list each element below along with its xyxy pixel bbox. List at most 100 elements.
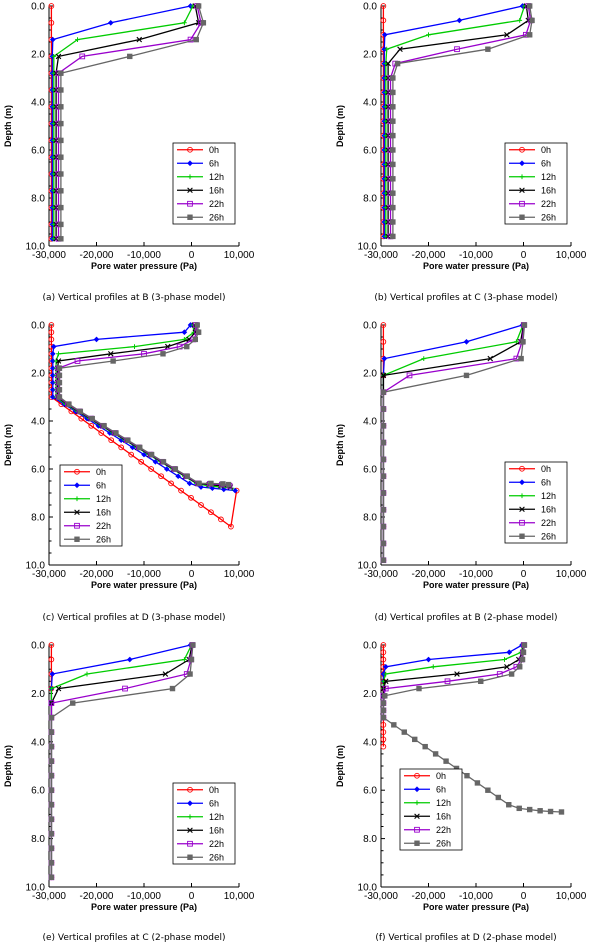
data-point-26h	[137, 444, 143, 451]
data-point-12h	[84, 671, 90, 677]
data-point-26h	[380, 490, 387, 496]
data-point-22h	[74, 358, 81, 364]
legend: 0h 6h 12h 16h 22h 26h	[59, 464, 123, 547]
x-tick-label: -10,000	[127, 891, 161, 902]
data-point-26h	[56, 394, 63, 400]
series-22h	[380, 322, 527, 564]
data-point-26h	[390, 104, 396, 110]
data-point-0h	[380, 17, 387, 24]
data-point-0h	[48, 3, 55, 9]
legend-label-16h: 16h	[436, 811, 451, 821]
data-point-26h	[422, 743, 428, 750]
data-point-26h	[195, 3, 202, 9]
data-point-26h	[390, 233, 396, 240]
data-point-26h	[390, 89, 396, 96]
data-point-26h	[380, 456, 387, 463]
legend-label-6h: 6h	[436, 784, 446, 794]
panel-caption: (d) Vertical profiles at B (2-phase mode…	[374, 613, 557, 623]
data-point-26h	[58, 171, 64, 177]
series-line-6h	[382, 644, 523, 718]
legend-label-26h: 26h	[96, 534, 111, 544]
data-point-26h	[380, 714, 387, 721]
data-point-26h	[48, 714, 55, 721]
data-point-26h	[526, 32, 533, 38]
data-point-0h	[148, 466, 154, 472]
series-line-6h	[51, 5, 191, 239]
series-6h	[380, 322, 526, 564]
data-point-26h	[380, 700, 387, 706]
data-point-26h	[474, 780, 481, 786]
chart-panel-1: -30,000 -20,000 -10,000 0 10,000 0.0 2.0 4.0 6.0…	[3, 2, 255, 304]
data-point-26h	[101, 423, 107, 429]
legend-label-16h: 16h	[209, 825, 224, 835]
data-point-26h	[89, 415, 95, 422]
data-point-0h	[380, 642, 387, 648]
data-point-26h	[390, 118, 396, 124]
data-point-26h	[127, 53, 133, 60]
data-point-26h	[380, 540, 387, 547]
data-point-26h	[529, 17, 535, 24]
y-tick-label: 2.0	[363, 369, 377, 380]
legend-label-22h: 22h	[96, 521, 111, 531]
x-tick-label: 10,000	[224, 569, 255, 580]
data-point-6h	[49, 36, 56, 43]
legend-marker-6h	[187, 160, 193, 167]
y-tick-label: 6.0	[363, 786, 377, 797]
data-point-0h	[48, 19, 55, 26]
data-point-26h	[58, 154, 64, 160]
data-point-26h	[58, 236, 64, 242]
legend-marker-26h	[519, 214, 525, 220]
data-point-26h	[506, 802, 512, 808]
series-26h	[390, 3, 535, 240]
data-point-26h	[394, 60, 401, 67]
data-point-0h	[78, 415, 85, 422]
legend-marker-0h	[519, 146, 525, 153]
data-point-26h	[390, 147, 396, 153]
legend-marker-16h	[519, 187, 525, 194]
data-point-22h	[187, 36, 194, 43]
data-point-26h	[390, 204, 396, 211]
legend-label-22h: 22h	[209, 839, 224, 849]
legend-marker-16h	[414, 813, 420, 820]
data-point-26h	[58, 221, 64, 228]
data-point-16h	[55, 358, 62, 364]
data-point-6h	[381, 355, 388, 362]
y-tick-label: 0.0	[363, 2, 377, 13]
legend-marker-22h	[519, 200, 525, 207]
legend-marker-22h	[187, 200, 193, 207]
data-point-26h	[48, 860, 55, 866]
legend: 0h 6h 12h 16h 22h 26h	[172, 142, 236, 225]
x-tick-label: -10,000	[459, 569, 493, 580]
data-point-6h	[463, 338, 470, 345]
x-tick-label: -20,000	[80, 891, 114, 902]
series-line-12h	[53, 5, 194, 239]
legend-label-12h: 12h	[209, 172, 224, 182]
legend-label-12h: 12h	[96, 494, 111, 504]
data-point-0h	[48, 336, 55, 343]
legend-marker-22h	[74, 522, 80, 529]
series-12h	[48, 642, 194, 880]
x-tick-label: -10,000	[459, 250, 493, 261]
y-tick-label: 10.0	[26, 561, 46, 572]
y-tick-label: 0.0	[363, 321, 377, 332]
legend-label-6h: 6h	[541, 477, 551, 487]
y-axis-title: Depth (m)	[335, 424, 345, 466]
panel-caption: (f) Vertical profiles at D (2-phase mode…	[375, 933, 556, 943]
series-line-6h	[383, 5, 523, 237]
data-point-12h	[181, 657, 187, 662]
legend-label-26h: 26h	[541, 531, 556, 541]
data-point-0h	[138, 458, 145, 465]
legend-marker-6h	[519, 160, 525, 167]
legend-marker-6h	[74, 482, 80, 489]
data-point-0h	[380, 338, 387, 345]
data-point-0h	[380, 3, 387, 9]
data-point-0h	[380, 322, 387, 328]
legend-label-6h: 6h	[209, 158, 219, 168]
data-point-0h	[218, 516, 224, 523]
data-point-26h	[401, 729, 407, 735]
data-point-26h	[521, 642, 528, 648]
y-axis-title: Depth (m)	[335, 745, 345, 787]
legend-label-26h: 26h	[209, 212, 224, 222]
data-point-26h	[70, 700, 76, 706]
data-point-16h	[162, 671, 169, 677]
